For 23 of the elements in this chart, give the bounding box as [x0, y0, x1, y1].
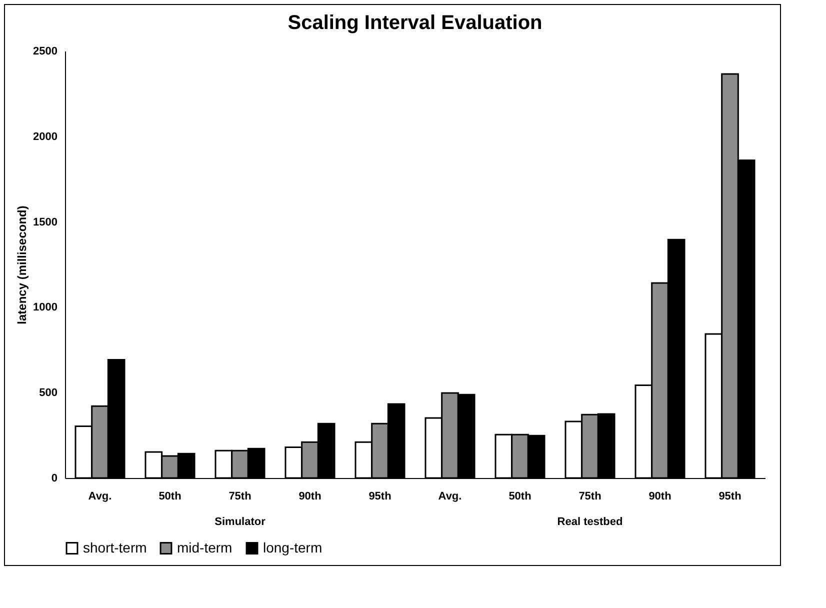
x-tick-label: 95th [368, 490, 392, 502]
legend-label: mid-term [177, 539, 232, 556]
x-tick-label: Avg. [88, 490, 112, 502]
legend-label: short-term [83, 539, 147, 556]
x-tick-label: 90th [648, 490, 672, 502]
y-tick-label: 500 [39, 387, 58, 400]
y-axis-title: latency (millisecond) [15, 206, 30, 324]
x-tick-label: 75th [578, 490, 602, 502]
y-tick-label: 1000 [33, 302, 58, 314]
x-tick-label: 90th [298, 490, 322, 502]
text: Real testbed [557, 516, 623, 528]
x-tick-label: 50th [508, 490, 532, 502]
x-tick-label: 75th [228, 490, 252, 502]
y-tick-label: 1500 [33, 216, 58, 228]
legend-label: long-term [263, 539, 322, 556]
y-tick-label: 0 [51, 472, 58, 484]
x-tick-label: 95th [718, 490, 742, 502]
chart-title: Scaling Interval Evaluation [288, 12, 542, 34]
y-tick-label: 2000 [33, 130, 58, 143]
y-tick-label: 2500 [33, 46, 58, 58]
x-tick-label: Avg. [438, 490, 462, 502]
text: Simulator [214, 516, 266, 528]
x-tick-label: 50th [158, 490, 182, 502]
